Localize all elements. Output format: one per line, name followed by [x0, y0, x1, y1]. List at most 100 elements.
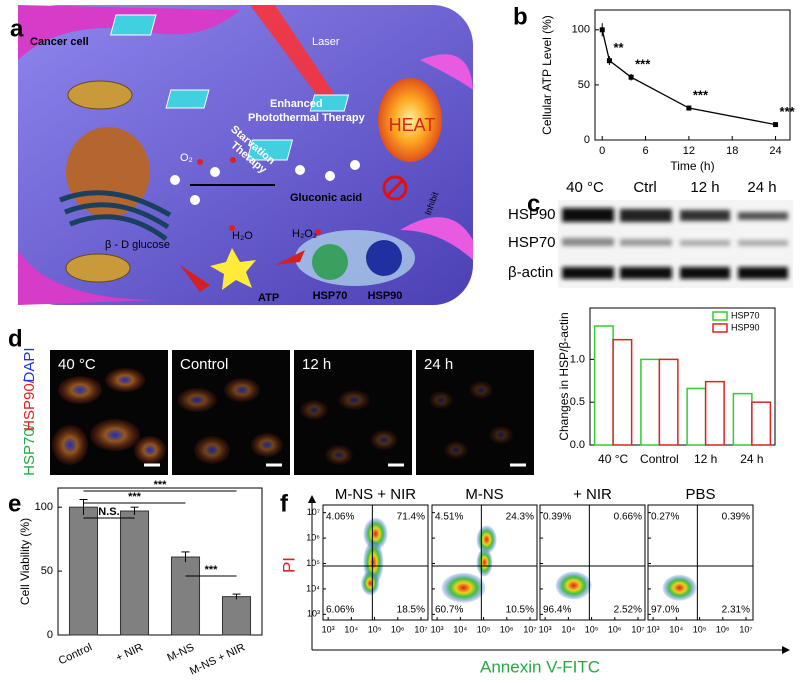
y-axis-label: Cellular ATP Level (%): [540, 15, 554, 135]
shape: [620, 267, 672, 279]
bar: [732, 392, 753, 446]
blot-column-label: Ctrl: [633, 179, 656, 196]
mitochondrion: [65, 253, 131, 283]
cell: [224, 378, 260, 402]
micrograph-label: 40 °C: [58, 356, 96, 373]
x-tick-label: + NIR: [114, 641, 145, 664]
arrowhead: [308, 495, 316, 503]
cell: [444, 441, 468, 459]
density-cloud: [476, 548, 493, 577]
shape: [738, 212, 788, 220]
x-tick-label: 6: [642, 145, 648, 157]
quadrant-percent: 71.4%: [397, 512, 425, 523]
shape: [738, 240, 788, 246]
er: [59, 190, 172, 241]
shape: Laser: [312, 36, 340, 48]
marker: [773, 122, 779, 128]
cell: [58, 376, 102, 404]
stain-label: DAPI: [21, 347, 38, 382]
shape: ATP: [258, 292, 279, 304]
panel-letter: b: [513, 3, 528, 30]
shape: H₂O₂: [292, 228, 317, 240]
marker: [686, 105, 692, 111]
stain-label: HSP90/: [21, 378, 38, 431]
bar: [704, 380, 725, 446]
shape: Cancer cell: [30, 36, 89, 48]
y-tick-label: 0: [584, 134, 590, 146]
blot-column-label: 40 °C: [566, 179, 604, 196]
shape: [680, 267, 730, 279]
quadrant-percent: 2.31%: [722, 605, 750, 616]
quadrant-percent: 0.66%: [614, 512, 642, 523]
molecules: [197, 157, 321, 235]
x-tick-label: 10⁷: [631, 624, 644, 634]
bar: [593, 325, 614, 446]
cell: [300, 400, 328, 420]
x-tick-label: 10⁴: [561, 624, 575, 634]
significance: ***: [780, 104, 796, 119]
cell: [251, 433, 283, 457]
shape: HEAT: [389, 115, 436, 135]
quadrant-percent: 96.4%: [543, 605, 571, 616]
shape: [210, 167, 220, 177]
quadrant-percent: 97.0%: [651, 605, 679, 616]
shape: [229, 225, 235, 231]
bar: [640, 358, 661, 446]
shape: [309, 94, 350, 112]
x-tick-label: 0: [599, 145, 605, 157]
shape: [246, 139, 294, 161]
cell: [90, 419, 140, 451]
bar: [170, 556, 201, 636]
x-tick-label: 10⁴: [344, 624, 358, 634]
marker: [599, 27, 605, 33]
y-tick-label: 100: [572, 24, 590, 36]
blot-column-label: 12 h: [690, 179, 719, 196]
shape: β - D glucose: [105, 239, 170, 251]
bar: [612, 338, 633, 446]
shape: [620, 239, 672, 246]
shape: [562, 238, 614, 246]
quadrant-percent: 0.39%: [543, 512, 571, 523]
arrowhead: [782, 646, 790, 654]
plot-title: M-NS + NIR: [335, 486, 416, 503]
legend-label: HSP90: [731, 322, 760, 332]
x-tick-label: 10⁷: [414, 624, 427, 634]
x-tick-label: 10³: [647, 624, 660, 634]
shape: [165, 89, 210, 109]
quadrant-percent: 18.5%: [397, 605, 425, 616]
shape: H₂O: [232, 230, 253, 242]
plot-title: + NIR: [573, 486, 612, 503]
y-tick-label: 10³: [307, 609, 320, 619]
blot-row-label: HSP70: [508, 234, 556, 251]
bar: [686, 387, 707, 446]
shape: O₂: [180, 152, 193, 164]
significance: ***: [128, 491, 142, 503]
quadrant-percent: 10.5%: [506, 605, 534, 616]
y-tick-label: 0: [47, 629, 53, 641]
quadrant-percent: 0.27%: [651, 512, 679, 523]
x-tick-label: 10⁶: [500, 624, 514, 634]
atp-star: [210, 248, 256, 290]
quadrant-percent: 0.39%: [722, 512, 750, 523]
x-axis-label: Time (h): [670, 159, 714, 173]
cell: [429, 391, 453, 409]
significance: N.S.: [98, 506, 119, 518]
shape: [197, 159, 203, 165]
x-tick-label: 10⁵: [368, 624, 382, 634]
shape: [562, 267, 614, 279]
significance: ***: [154, 479, 168, 491]
shape: [230, 157, 236, 163]
y-axis-label: Changes in HSP/β-actin: [557, 312, 571, 440]
density-cloud: [662, 574, 697, 601]
density-cloud: [363, 517, 388, 550]
plot-frame: [589, 307, 776, 446]
y-tick-label: 100: [35, 501, 53, 513]
cell: [52, 425, 88, 465]
bar: [221, 596, 252, 636]
panel-letter: a: [10, 15, 24, 42]
y-tick-label: 50: [41, 565, 53, 577]
blot-column-label: 24 h: [747, 179, 776, 196]
flow-plot: [539, 504, 646, 621]
y-tick-label: 0.0: [570, 439, 585, 451]
